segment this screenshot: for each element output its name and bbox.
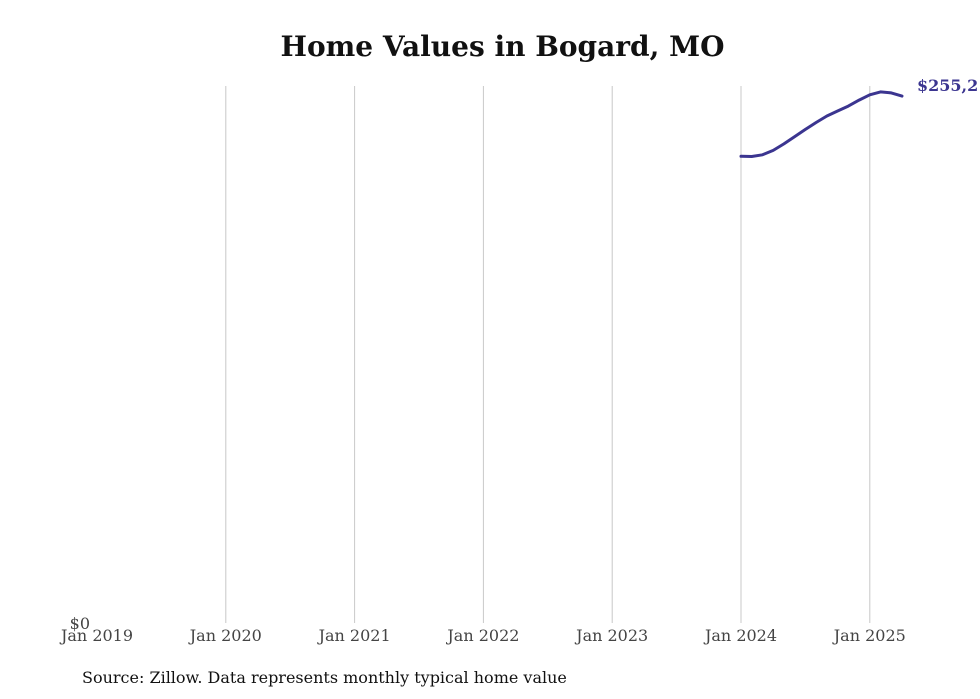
x-tick-label: Jan 2024 [703,626,777,645]
x-tick-label: Jan 2019 [59,626,133,645]
line-chart: Jan 2019 Jan 2020 Jan 2021 Jan 2022 Jan 2023… [59,76,978,645]
series-line [739,90,904,158]
x-tick-label: Jan 2021 [317,626,391,645]
gridlines [225,86,871,623]
chart-title: Home Values in Bogard, MO [280,30,725,63]
x-tick-label: Jan 2023 [574,626,648,645]
y-tick-label: $0 [70,614,90,633]
source-note: Source: Zillow. Data represents monthly … [82,668,567,687]
y-axis-tick-labels: $0 [70,614,90,633]
x-tick-label: Jan 2020 [188,626,262,645]
end-value-label: $255,2 [917,76,978,95]
series-lines [739,90,904,158]
x-axis-tick-labels: Jan 2019 Jan 2020 Jan 2021 Jan 2022 Jan 2023… [59,626,906,645]
x-tick-label: Jan 2025 [832,626,906,645]
x-tick-label: Jan 2022 [445,626,519,645]
end-value-labels: $255,2 [917,76,978,95]
